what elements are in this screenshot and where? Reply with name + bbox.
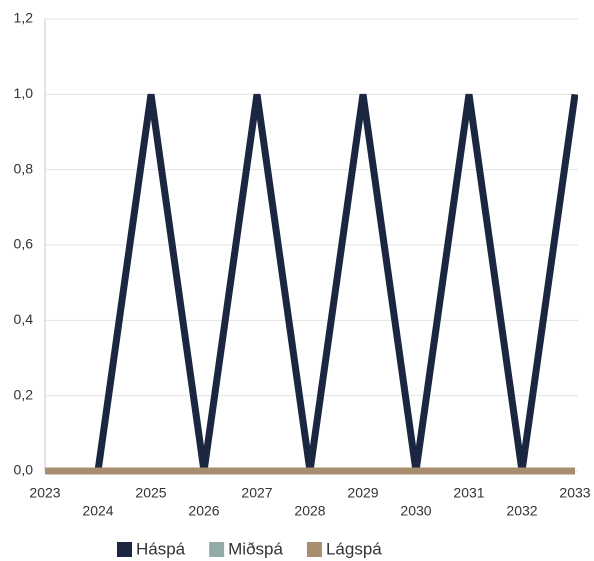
legend-label: Lágspá [326,539,382,558]
y-tick-label: 0,8 [14,160,34,176]
legend-swatch [209,542,225,557]
x-tick-label: 2029 [347,485,378,501]
y-tick-label: 0,6 [14,236,34,252]
y-tick-label: 0,2 [14,386,34,402]
y-tick-label: 0,4 [14,311,34,327]
legend-label: Miðspá [228,539,283,558]
y-tick-label: 1,0 [14,85,34,101]
legend-swatch [117,542,132,557]
x-tick-label: 2025 [135,485,166,501]
x-tick-label: 2024 [82,503,113,519]
x-tick-label: 2030 [400,503,431,519]
plot-area [45,93,578,475]
legend-label: Háspá [136,539,186,558]
x-tick-label: 2031 [453,485,484,501]
x-tick-label: 2023 [29,485,60,501]
legend-swatch [306,542,322,557]
y-tick-label: 0,0 [14,462,34,478]
series-line [94,93,578,472]
legend: Háspá Miðspá Lágspá [117,539,382,558]
y-tick-label: 1,2 [14,10,34,26]
x-tick-label: 2028 [294,503,325,519]
x-tick-label: 2027 [241,485,272,501]
x-tick-label: 2032 [506,503,537,519]
x-tick-label: 2026 [188,503,219,519]
x-tick-label: 2033 [559,485,590,501]
